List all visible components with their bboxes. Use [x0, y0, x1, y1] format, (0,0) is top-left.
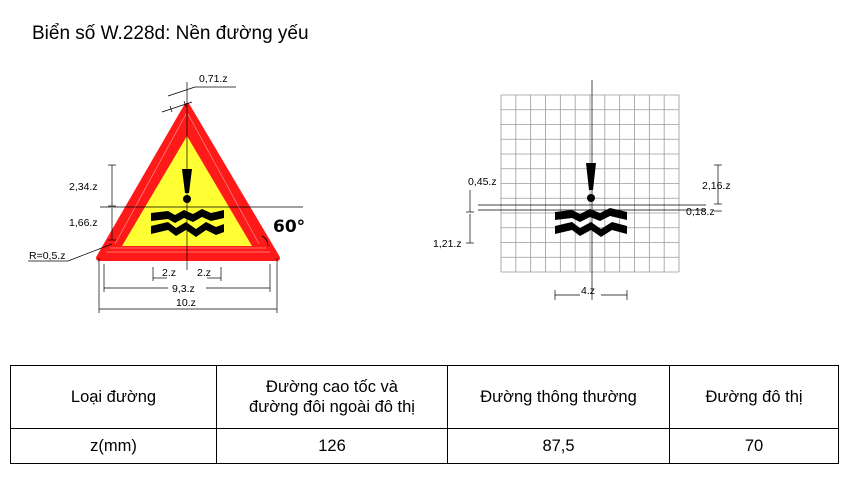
- table-row: z(mm) 126 87,5 70: [10, 428, 839, 464]
- soft-ground-icon: [151, 209, 224, 237]
- dim-angle: 60°: [273, 217, 305, 237]
- dim-right-bottom: 0,18.z: [686, 206, 715, 218]
- table-cell: 70: [669, 428, 839, 464]
- table-header-row: Loại đường Đường cao tốc và đường đôi ng…: [10, 365, 839, 429]
- header-cell: Đường đô thị: [669, 365, 839, 429]
- dim-width: 4.z: [581, 285, 595, 297]
- dim-left-top: 0,45.z: [468, 176, 497, 188]
- header-cell: Đường thông thường: [447, 365, 670, 429]
- dim-width-left: 2.z: [162, 267, 176, 279]
- dim-left-bottom: 1,21.z: [433, 238, 462, 250]
- table-cell: 87,5: [447, 428, 670, 464]
- construction-grid: [500, 94, 680, 273]
- table-cell: z(mm): [10, 428, 217, 464]
- road-type-table: Loại đường Đường cao tốc và đường đôi ng…: [10, 365, 839, 464]
- dim-height-upper: 2,34.z: [69, 181, 98, 193]
- dim-outer-width: 10.z: [176, 297, 196, 309]
- header-cell: Loại đường: [10, 365, 217, 429]
- header-cell: Đường cao tốc và đường đôi ngoài đô thị: [216, 365, 448, 429]
- dim-width-right: 2.z: [197, 267, 211, 279]
- dim-radius: R=0,5.z: [29, 250, 65, 262]
- sign-diagrams: 0,71.z 2,34.z 1,66.z R=0,5.z 60° 2.z 2.z…: [28, 73, 731, 313]
- dim-right-top: 2,16.z: [702, 180, 731, 192]
- exclamation-icon: [586, 163, 596, 202]
- dim-inner-width: 9,3.z: [172, 283, 195, 295]
- soft-ground-icon: [555, 208, 627, 237]
- dim-apex: 0,71.z: [199, 73, 228, 85]
- table-cell: 126: [216, 428, 448, 464]
- dim-height-lower: 1,66.z: [69, 217, 98, 229]
- sign-title: Biển số W.228d: Nền đường yếu: [32, 23, 309, 44]
